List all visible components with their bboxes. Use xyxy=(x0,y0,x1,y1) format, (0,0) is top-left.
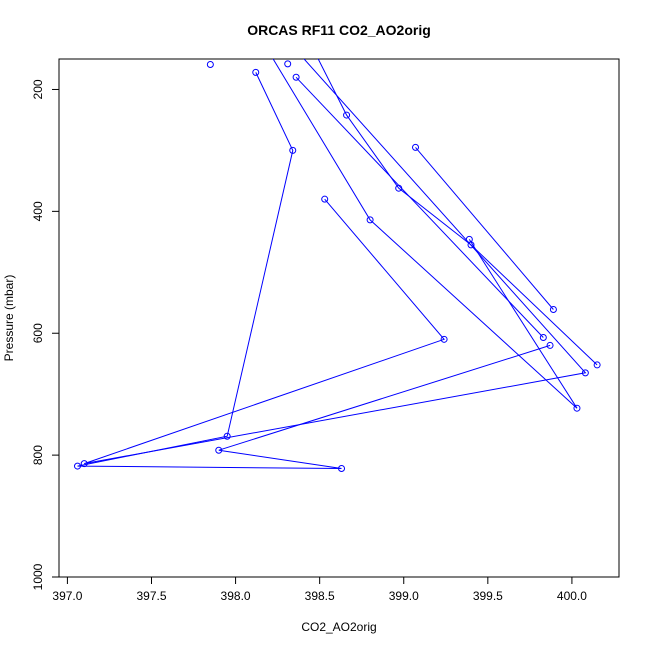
chart-title: ORCAS RF11 CO2_AO2orig xyxy=(247,22,431,38)
x-tick-label: 399.0 xyxy=(389,589,419,603)
x-tick-label: 397.0 xyxy=(52,589,82,603)
y-tick-label: 200 xyxy=(31,79,45,99)
data-point xyxy=(412,143,420,151)
y-axis-label: Pressure (mbar) xyxy=(2,275,16,362)
series-lines xyxy=(77,59,598,469)
data-point xyxy=(289,146,297,154)
x-tick-label: 397.5 xyxy=(136,589,166,603)
x-tick-label: 398.0 xyxy=(221,589,251,603)
data-point xyxy=(321,195,329,203)
data-point xyxy=(338,465,346,473)
y-axis: 200 400 600 800 1000 xyxy=(31,79,59,590)
data-point xyxy=(573,404,581,412)
series-line-segment xyxy=(415,147,554,310)
data-point xyxy=(80,460,88,468)
series-line-segment xyxy=(272,59,578,409)
x-axis: 397.0 397.5 398.0 398.5 399.0 399.5 400.0 xyxy=(52,577,587,603)
data-point xyxy=(549,305,557,313)
x-tick-label: 400.0 xyxy=(557,589,587,603)
data-point xyxy=(581,369,589,377)
series-line-segment xyxy=(77,72,551,469)
data-point xyxy=(539,334,547,342)
data-point xyxy=(284,60,292,68)
y-tick-label: 400 xyxy=(31,201,45,221)
data-point xyxy=(215,446,223,454)
x-axis-label: CO2_AO2orig xyxy=(301,620,376,634)
data-point xyxy=(73,462,81,470)
x-tick-label: 398.5 xyxy=(305,589,335,603)
y-tick-label: 600 xyxy=(31,323,45,343)
data-point xyxy=(223,432,231,440)
series-line-segment xyxy=(468,239,578,409)
data-point xyxy=(593,361,601,369)
data-point xyxy=(206,60,214,68)
y-tick-label: 1000 xyxy=(31,563,45,590)
plot-frame xyxy=(58,58,620,578)
series-line-segment xyxy=(84,59,587,465)
x-tick-label: 399.5 xyxy=(473,589,503,603)
data-point xyxy=(343,111,351,119)
data-point xyxy=(252,68,260,76)
y-tick-label: 800 xyxy=(31,445,45,465)
series-line-segment xyxy=(295,76,544,338)
data-point xyxy=(395,184,403,192)
data-point xyxy=(292,73,300,81)
data-point xyxy=(366,216,374,224)
data-point xyxy=(465,235,473,243)
data-point xyxy=(546,341,554,349)
series-points xyxy=(73,60,601,473)
data-point xyxy=(440,335,448,343)
series-line-segment xyxy=(317,59,598,366)
